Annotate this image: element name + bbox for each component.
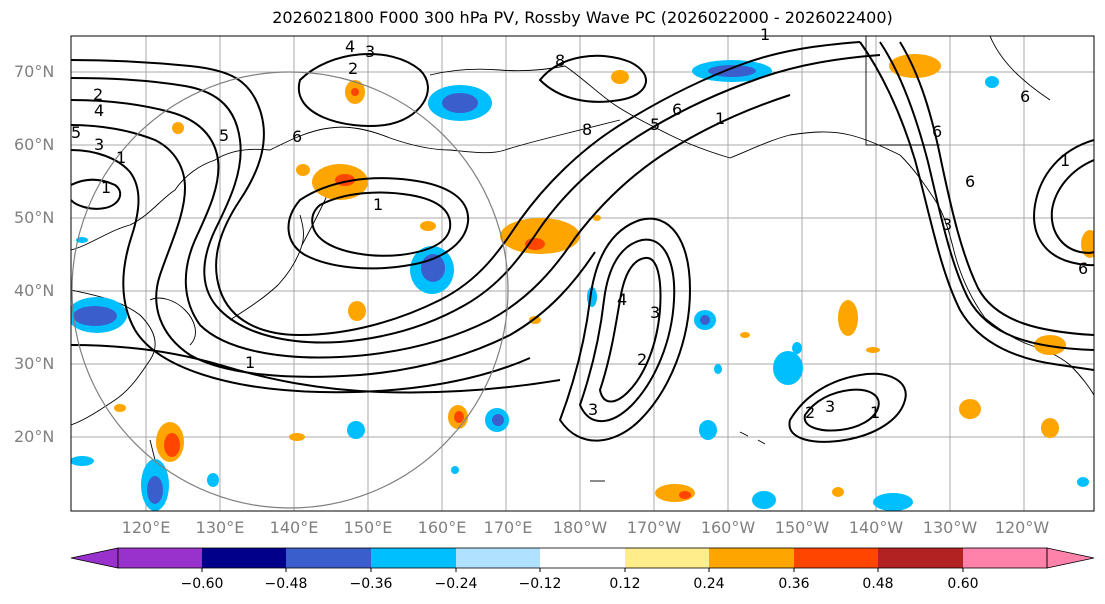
contour-label: 6 — [1078, 259, 1088, 278]
contour-label: 1 — [870, 403, 880, 422]
colorbar-tick-label: 0.60 — [947, 576, 979, 592]
contour-label: 1 — [1060, 151, 1070, 170]
colorbar-extend-high — [1046, 547, 1095, 569]
contour-label: 5 — [650, 115, 660, 134]
contour-label: 4 — [345, 37, 355, 56]
contour-label: 2 — [348, 59, 358, 78]
lon-label: 140°E — [269, 518, 319, 537]
lon-label: 150°E — [343, 518, 393, 537]
colorbar-segment — [625, 548, 709, 568]
great-circle — [71, 71, 509, 509]
contour-label: 1 — [101, 178, 111, 197]
colorbar-tick-label: −0.60 — [180, 576, 224, 592]
colorbar-extend-low — [70, 547, 119, 569]
colorbar-tick-label: 0.36 — [778, 576, 810, 592]
lat-label: 30°N — [14, 354, 55, 373]
lat-label: 70°N — [14, 62, 55, 81]
positive-pv-anomalies — [114, 54, 1094, 502]
lon-label: 180°W — [552, 518, 608, 537]
contour-label: 4 — [94, 101, 104, 120]
contour-label: 2 — [805, 403, 815, 422]
map-frame — [70, 35, 1095, 512]
map-title: 2026021800 F000 300 hPa PV, Rossby Wave … — [272, 8, 893, 27]
contour-label: 2 — [93, 85, 103, 104]
contour-label: 1 — [373, 195, 383, 214]
colorbar-tick-label: 0.12 — [609, 576, 641, 592]
colorbar-tick-label: −0.12 — [518, 576, 562, 592]
contour-label: 1 — [116, 148, 126, 167]
lat-label: 40°N — [14, 281, 55, 300]
pv-shading — [71, 54, 1094, 511]
lat-label: 20°N — [14, 427, 55, 446]
colorbar-segment — [963, 548, 1047, 568]
contour-label: 8 — [582, 120, 592, 139]
contour-label: 1 — [715, 109, 725, 128]
lon-label: 170°E — [483, 518, 533, 537]
contour-label: 5 — [219, 126, 229, 145]
pv-contours — [71, 41, 1094, 443]
lon-label: 120°E — [121, 518, 171, 537]
colorbar-tick-label: −0.36 — [349, 576, 393, 592]
contour-label: 3 — [94, 135, 104, 154]
contour-label: 8 — [555, 51, 565, 70]
colorbar-tick-label: 0.24 — [693, 576, 725, 592]
colorbar-segment — [371, 548, 456, 568]
contour-label: 3 — [825, 397, 835, 416]
contour-label: 6 — [292, 127, 302, 146]
contour-label: 1 — [245, 353, 255, 372]
lon-label: 130°W — [922, 518, 978, 537]
contour-label: 2 — [637, 350, 647, 369]
contour-labels: 2 4 5 3 1 1 6 5 4 3 2 1 1 8 8 5 6 1 3 2 … — [71, 25, 1088, 422]
contour-label: 6 — [932, 122, 942, 141]
lon-label: 120°W — [994, 518, 1050, 537]
colorbar-segment — [878, 548, 963, 568]
colorbar-tick-label: −0.24 — [434, 576, 478, 592]
lon-label: 150°W — [774, 518, 830, 537]
colorbar-segment — [709, 548, 794, 568]
contour-label: 3 — [365, 42, 375, 61]
colorbar-segment — [286, 548, 371, 568]
colorbar-tick-label: −0.48 — [264, 576, 308, 592]
map-background — [71, 36, 1094, 511]
contour-label: 6 — [965, 172, 975, 191]
lat-label: 50°N — [14, 208, 55, 227]
colorbar-segment — [456, 548, 540, 568]
colorbar-segment — [794, 548, 878, 568]
colorbar-segment — [202, 548, 286, 568]
colorbar-outline — [117, 547, 1048, 569]
lat-label: 60°N — [14, 135, 55, 154]
lon-label: 160°W — [700, 518, 756, 537]
negative-pv-anomalies — [71, 60, 1089, 511]
contour-label: 6 — [1020, 87, 1030, 106]
colorbar — [70, 547, 1095, 572]
lon-label: 130°E — [195, 518, 245, 537]
lon-label: 140°W — [848, 518, 904, 537]
contour-label: 5 — [71, 123, 81, 142]
contour-label: 6 — [672, 100, 682, 119]
lon-label: 170°W — [626, 518, 682, 537]
contour-label: 3 — [942, 215, 952, 234]
colorbar-segment — [540, 548, 625, 568]
colorbar-segment — [118, 548, 202, 568]
colorbar-tick-label: 0.48 — [862, 576, 894, 592]
contour-label: 3 — [650, 303, 660, 322]
contour-label: 3 — [588, 400, 598, 419]
lon-label: 160°E — [417, 518, 467, 537]
contour-label: 4 — [617, 290, 627, 309]
graticule — [71, 36, 1094, 511]
contour-label: 1 — [760, 25, 770, 44]
